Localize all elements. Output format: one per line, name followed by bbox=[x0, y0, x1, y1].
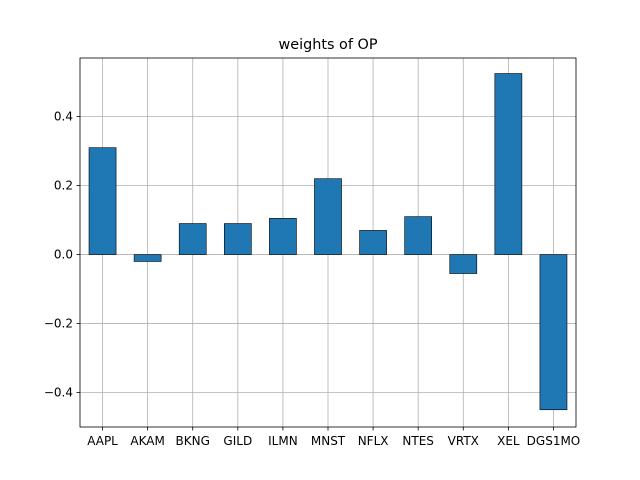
bar-bkng bbox=[178, 223, 207, 255]
x-tick-label: XEL bbox=[497, 434, 520, 448]
y-tick-label: 0.2 bbox=[54, 179, 73, 193]
y-tick-label: −0.4 bbox=[44, 386, 73, 400]
bars bbox=[88, 73, 568, 411]
x-tick-label: AKAM bbox=[130, 434, 164, 448]
y-tick-label: −0.2 bbox=[44, 317, 73, 331]
bar-gild bbox=[223, 223, 252, 255]
bar-ilmn bbox=[269, 218, 297, 255]
bar-vrtx bbox=[449, 254, 478, 274]
x-tick-label: AAPL bbox=[87, 434, 118, 448]
chart-title: weights of OP bbox=[278, 37, 377, 53]
x-tick-label: MNST bbox=[311, 434, 346, 448]
x-tick-label: VRTX bbox=[448, 434, 479, 448]
bar-aapl bbox=[88, 147, 117, 255]
bar-mnst bbox=[314, 178, 342, 255]
x-tick-label: ILMN bbox=[268, 434, 298, 448]
axis-ticks: AAPL AKAM BKNG GILD ILMN MNST NFLX NTES VRTX XEL D… bbox=[44, 110, 580, 448]
y-tick-label: 0.4 bbox=[54, 110, 73, 124]
x-tick-label: NFLX bbox=[358, 434, 389, 448]
y-tick-label: 0.0 bbox=[54, 248, 73, 262]
x-tick-label: GILD bbox=[223, 434, 252, 448]
bar-akam bbox=[133, 254, 162, 262]
bar-dgs1mo bbox=[539, 254, 568, 411]
x-tick-label: NTES bbox=[402, 434, 434, 448]
x-tick-label: BKNG bbox=[176, 434, 210, 448]
bar-nflx bbox=[359, 230, 387, 255]
x-tick-label: DGS1MO bbox=[527, 434, 581, 448]
bar-ntes bbox=[404, 216, 433, 255]
bar-xel bbox=[494, 73, 523, 255]
